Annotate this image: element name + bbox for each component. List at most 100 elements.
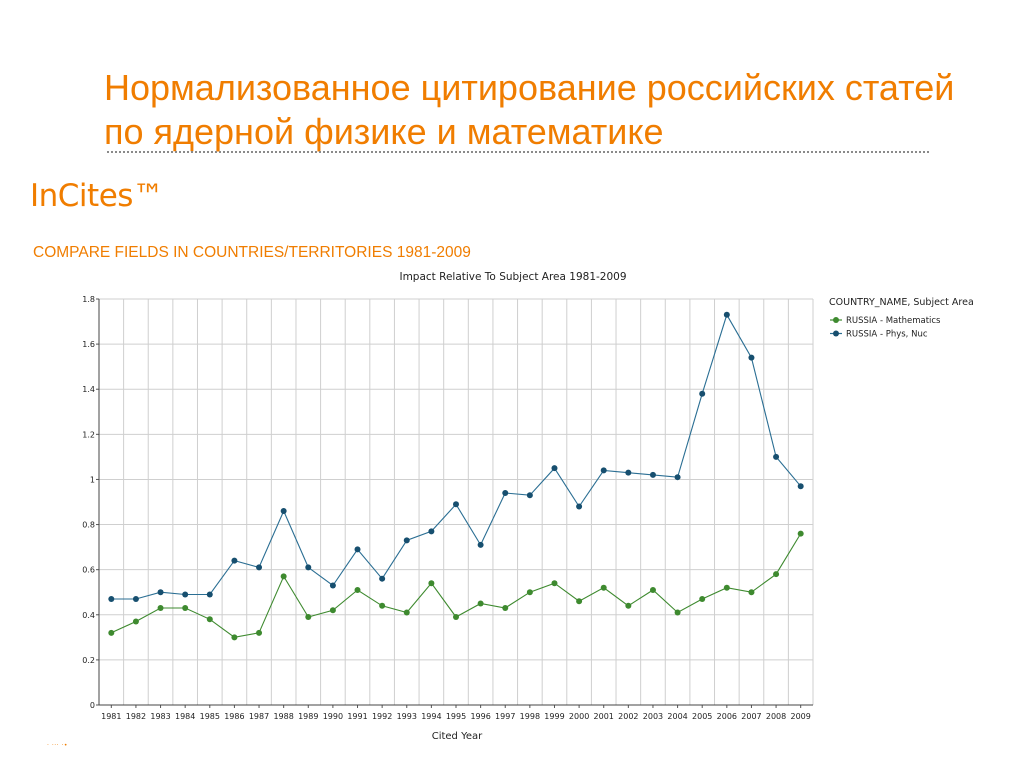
x-tick-label: 1994 (421, 712, 441, 721)
data-point (231, 557, 238, 564)
data-point (132, 618, 139, 625)
data-point (477, 541, 484, 548)
data-point (182, 605, 189, 612)
series-phys-nuc (108, 311, 804, 602)
data-point (428, 528, 435, 535)
x-tick-label: 1984 (175, 712, 195, 721)
x-axis-label: Cited Year (432, 731, 483, 742)
x-tick-label: 2007 (741, 712, 761, 721)
x-tick-label: 2003 (643, 712, 663, 721)
chart-series (108, 311, 804, 641)
x-tick-label: 1990 (323, 712, 343, 721)
x-tick-label: 1986 (224, 712, 244, 721)
y-tick-label: 0 (90, 701, 95, 710)
y-tick-label: 0.8 (82, 521, 95, 530)
legend-swatch-marker (833, 330, 839, 337)
data-point (576, 598, 583, 605)
data-point (576, 503, 583, 510)
x-tick-label: 1997 (495, 712, 515, 721)
legend-swatch-marker (833, 317, 839, 323)
chart-axes (96, 298, 813, 708)
data-point (453, 614, 459, 621)
y-tick-label: 1.4 (82, 385, 95, 394)
data-point (600, 584, 607, 591)
x-tick-label: 1988 (273, 712, 293, 721)
data-point (526, 492, 533, 499)
data-point (748, 589, 755, 596)
y-tick-label: 0.6 (82, 566, 95, 575)
data-point (649, 586, 656, 593)
data-point (403, 609, 410, 616)
data-point (600, 467, 607, 474)
title-divider (107, 151, 929, 153)
x-tick-label: 2000 (569, 712, 589, 721)
data-point (625, 469, 632, 476)
x-tick-label: 1996 (470, 712, 490, 721)
data-point (206, 616, 213, 623)
chart-title: Impact Relative To Subject Area 1981-200… (399, 271, 626, 283)
chart-grid (99, 298, 814, 705)
data-point (403, 537, 410, 544)
x-tick-label: 1987 (249, 712, 269, 721)
series-line (111, 533, 802, 638)
data-point (699, 390, 706, 397)
data-point (108, 629, 115, 636)
x-tick-label: 2008 (766, 712, 786, 721)
data-point (773, 453, 780, 460)
x-tick-label: 2004 (667, 712, 687, 721)
y-tick-label: 0.2 (82, 656, 95, 665)
data-point (157, 605, 164, 612)
data-point (280, 508, 287, 515)
data-point (108, 595, 115, 602)
y-tick-label: 1.6 (82, 340, 95, 349)
data-point (182, 591, 189, 598)
data-point (723, 584, 730, 591)
data-point (379, 602, 386, 609)
data-point (674, 474, 681, 481)
data-point (354, 546, 361, 553)
x-tick-label: 1985 (200, 712, 220, 721)
data-point (132, 595, 139, 602)
data-point (773, 571, 780, 578)
data-point (551, 580, 558, 587)
data-point (231, 634, 238, 641)
y-tick-label: 0.4 (82, 611, 95, 620)
x-tick-label: 1982 (126, 712, 146, 721)
legend-label: RUSSIA - Mathematics (846, 316, 941, 326)
chart-section-heading: COMPARE FIELDS IN COUNTRIES/TERRITORIES … (33, 244, 471, 261)
y-tick-label: 1.8 (82, 295, 95, 304)
x-tick-label: 1993 (397, 712, 417, 721)
y-tick-label: 1 (90, 475, 95, 484)
data-point (428, 580, 435, 587)
data-point (526, 589, 533, 596)
x-tick-label: 1981 (101, 712, 121, 721)
legend-label: RUSSIA - Phys, Nuc (846, 330, 928, 340)
data-point (699, 595, 706, 602)
data-point (305, 564, 312, 571)
data-point (305, 614, 312, 621)
footer-dots-icon: · ··· ·• (47, 742, 68, 749)
x-tick-label: 1983 (150, 712, 170, 721)
data-point (797, 530, 804, 537)
x-tick-label: 2001 (594, 712, 614, 721)
data-point (379, 575, 386, 582)
data-point (649, 471, 656, 478)
data-point (477, 600, 484, 607)
x-tick-label: 2005 (692, 712, 712, 721)
series-mathematics (108, 530, 804, 641)
data-point (797, 483, 804, 490)
data-point (723, 311, 730, 318)
legend-title: COUNTRY_NAME, Subject Area (829, 297, 974, 308)
x-tick-label: 1999 (544, 712, 564, 721)
data-point (280, 573, 287, 580)
data-point (551, 465, 558, 472)
chart-legend: COUNTRY_NAME, Subject Area RUSSIA - Math… (829, 297, 974, 340)
data-point (329, 607, 336, 614)
data-point (674, 609, 681, 616)
x-tick-label: 1992 (372, 712, 392, 721)
x-tick-label: 2002 (618, 712, 638, 721)
chart-tick-labels: 0 0.2 0.4 0.6 0.8 1 1.2 1.4 1.6 1.8 1981 1982 1983 19… (82, 295, 811, 721)
data-point (206, 591, 213, 598)
incites-logo: InCites™ (30, 178, 164, 214)
y-tick-label: 1.2 (82, 430, 95, 439)
